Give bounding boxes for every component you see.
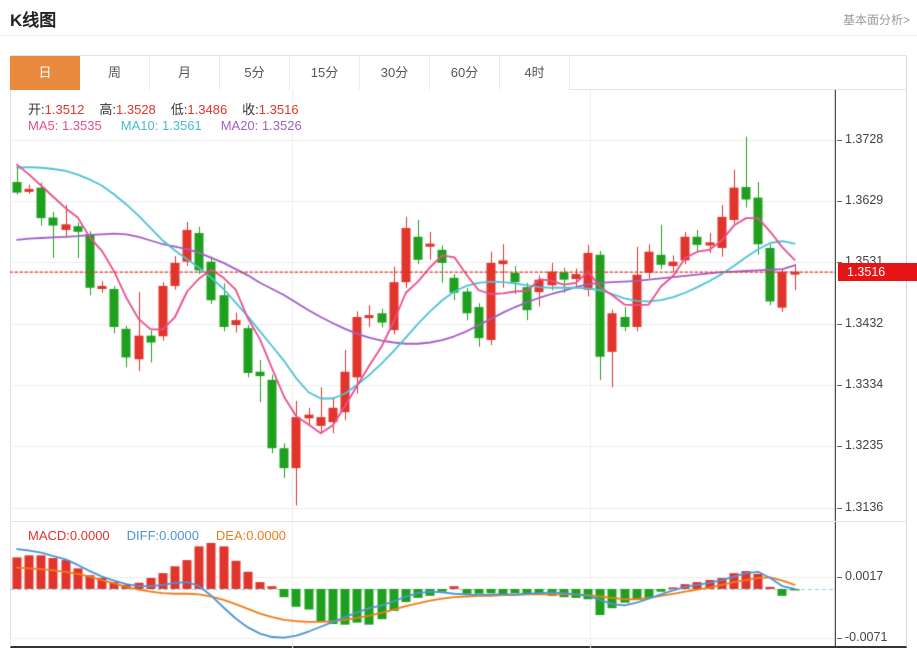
title-divider bbox=[0, 35, 917, 36]
open-value: 开:1.3512 bbox=[28, 102, 85, 117]
y-axis-label: 1.3432 bbox=[845, 316, 884, 330]
axis-tick-mark bbox=[837, 385, 842, 386]
ma10-value: MA10: 1.3561 bbox=[120, 118, 202, 133]
axis-tick-mark bbox=[837, 324, 842, 325]
y-axis-label: 1.3136 bbox=[845, 500, 884, 514]
ma5-value: MA5: 1.3535 bbox=[28, 118, 102, 133]
macd-legend: MACD:0.0000 DIFF:0.0000 DEA:0.0000 bbox=[28, 528, 303, 543]
axis-tick-mark bbox=[837, 140, 842, 141]
tab-4时[interactable]: 4时 bbox=[500, 56, 570, 90]
y-axis-label: 1.3235 bbox=[845, 438, 884, 452]
page-title: K线图 bbox=[10, 11, 57, 30]
tab-60分[interactable]: 60分 bbox=[430, 56, 500, 90]
close-value: 收:1.3516 bbox=[242, 102, 299, 117]
y-axis-label: 1.3334 bbox=[845, 377, 884, 391]
high-value: 高:1.3528 bbox=[99, 102, 156, 117]
y-axis-label: 1.3728 bbox=[845, 132, 884, 146]
current-price-badge: 1.3516 bbox=[838, 263, 917, 281]
y-axis-label: 1.3629 bbox=[845, 193, 884, 207]
axis-tick-mark bbox=[837, 446, 842, 447]
tab-周[interactable]: 周 bbox=[80, 56, 150, 90]
dea-value: DEA:0.0000 bbox=[215, 528, 287, 543]
tab-月[interactable]: 月 bbox=[150, 56, 220, 90]
panel-separator bbox=[10, 521, 907, 522]
axis-tick-mark bbox=[837, 201, 842, 202]
tab-30分[interactable]: 30分 bbox=[360, 56, 430, 90]
kline-chart-canvas[interactable] bbox=[10, 90, 836, 648]
diff-value: DIFF:0.0000 bbox=[126, 528, 199, 543]
fundamental-analysis-link[interactable]: 基本面分析> bbox=[842, 13, 910, 27]
tab-日[interactable]: 日 bbox=[10, 56, 80, 90]
low-value: 低:1.3486 bbox=[170, 102, 228, 117]
ma-legend: MA5: 1.3535 MA10: 1.3561 MA20: 1.3526 bbox=[28, 118, 321, 133]
axis-tick-mark bbox=[837, 577, 842, 578]
ohlc-legend: 开:1.3512 高:1.3528 低:1.3486 收:1.3516 bbox=[28, 99, 314, 118]
axis-tick-mark bbox=[837, 508, 842, 509]
ma20-value: MA20: 1.3526 bbox=[220, 118, 302, 133]
axis-tick-mark bbox=[837, 638, 842, 639]
interval-tab-bar: 日周月 5分 15分 30分 60分 4时 bbox=[10, 55, 907, 90]
tab-5分[interactable]: 5分 bbox=[220, 56, 290, 90]
macd-value: MACD:0.0000 bbox=[28, 528, 110, 543]
y-axis-label: 0.0017 bbox=[845, 569, 884, 583]
y-axis-label: -0.0071 bbox=[845, 630, 888, 644]
axis-tick-mark bbox=[837, 262, 842, 263]
tab-15分[interactable]: 15分 bbox=[290, 56, 360, 90]
